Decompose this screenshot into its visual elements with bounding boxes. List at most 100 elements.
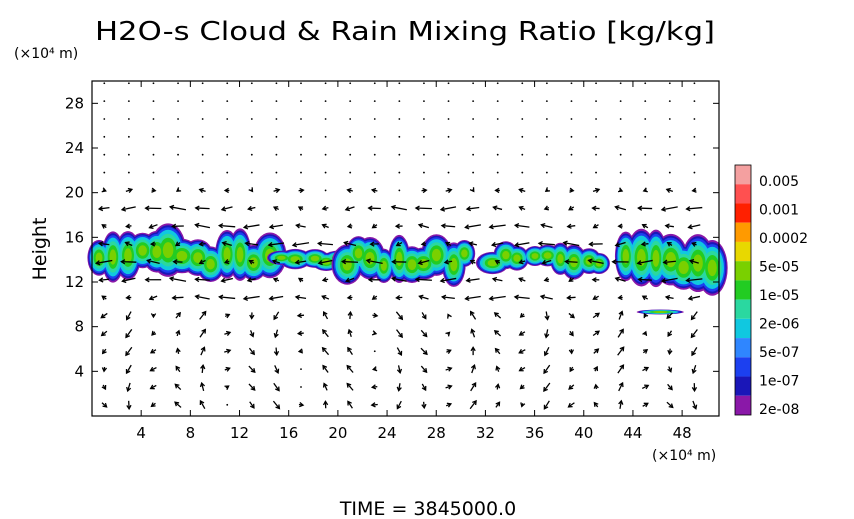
y-tick-label: 24 [65,139,84,157]
cloud-blob [513,254,521,262]
arrow-head [291,242,298,248]
wind-arrow [120,259,137,265]
wind-arrow [248,347,255,356]
wind-arrow [421,383,427,392]
arrow-head [691,241,697,247]
vector-dot [693,171,696,174]
vector-dot [103,118,106,120]
time-label: TIME = 3845000.0 [339,498,516,519]
arrow-shaft [618,382,624,392]
arrow-head [242,295,249,301]
arrow-shaft [440,277,457,282]
wind-arrow [470,382,477,392]
arrow-head [268,295,274,301]
arrow-head [447,366,453,372]
arrow-head [151,187,157,193]
vector-dot [275,153,278,156]
arrow-head [594,187,601,193]
vector-dot [644,118,647,120]
arrow-head [174,383,180,389]
arrow-shaft [441,224,456,228]
arrow-head [347,328,353,335]
arrow-head [691,386,698,393]
arrow-head [667,331,673,338]
wind-arrow [370,402,378,408]
wind-arrow [273,347,280,357]
wind-arrow [640,241,649,247]
arrow-head [250,385,256,391]
arrow-head [250,368,256,374]
wind-arrow [125,187,134,193]
colorbar-label: 5e-07 [759,345,799,361]
wind-arrow [120,206,136,212]
arrow-head [440,223,446,229]
colorbar-swatch [735,165,751,185]
wind-arrow [175,347,181,354]
arrow-head [566,295,572,301]
wind-arrow [97,205,110,212]
vector-dot [177,118,179,120]
arrow-head [294,259,300,265]
arrow-head [248,187,254,193]
arrow-head [513,294,519,300]
arrow-shaft [619,400,622,409]
arrow-shaft [221,206,233,211]
arrow-shaft [221,277,234,282]
arrow-head [593,401,599,407]
arrow-shaft [492,278,503,282]
vector-dot [496,82,499,85]
wind-arrow [520,402,526,408]
arrow-head [493,329,499,335]
arrow-head [297,206,304,212]
wind-arrow [390,276,407,282]
wind-arrow [149,384,157,390]
arrow-head [268,224,275,230]
arrow-shaft [540,295,553,300]
vector-dot [545,118,548,120]
wind-arrow [249,401,255,409]
arrow-shaft [195,278,210,281]
arrow-head [513,242,520,248]
wind-arrow [175,365,181,373]
vector-dot [103,82,106,85]
wind-arrow [144,277,162,283]
y-tick-label: 20 [65,184,84,202]
wind-arrow [543,205,550,211]
wind-arrow [395,294,403,301]
arrow-shaft [346,383,354,391]
x-tick-label: 32 [476,424,495,442]
wind-arrow [321,205,329,211]
arrow-shaft [219,224,236,228]
arrow-shaft [292,242,310,246]
wind-arrow [146,258,160,265]
vector-dot [177,153,179,156]
arrow-head [518,348,524,354]
wind-arrow [296,312,305,319]
arrow-head [242,224,249,230]
arrow-head [518,331,524,336]
arrow-head [619,328,624,334]
arrow-head [175,365,181,371]
wind-arrow [641,384,650,390]
wind-arrow [150,402,156,408]
wind-arrow [371,330,378,336]
vector-dot [423,82,425,85]
arrow-head [150,313,157,319]
wind-arrow [175,187,182,192]
arrow-head [175,347,181,353]
arrow-shaft [346,365,354,373]
wind-arrow [367,277,381,283]
vector-dot [300,153,302,156]
arrow-head [220,277,226,283]
arrow-head [422,332,428,338]
arrow-head [691,187,697,193]
arrow-head [518,205,524,211]
arrow-head [518,259,524,265]
vector-dot [423,135,425,138]
wind-arrow [495,401,501,408]
arrow-shaft [268,242,285,246]
wind-arrow [417,259,430,266]
cloud-blob [407,259,417,271]
wind-arrow [664,294,674,301]
vector-dot [595,82,597,85]
